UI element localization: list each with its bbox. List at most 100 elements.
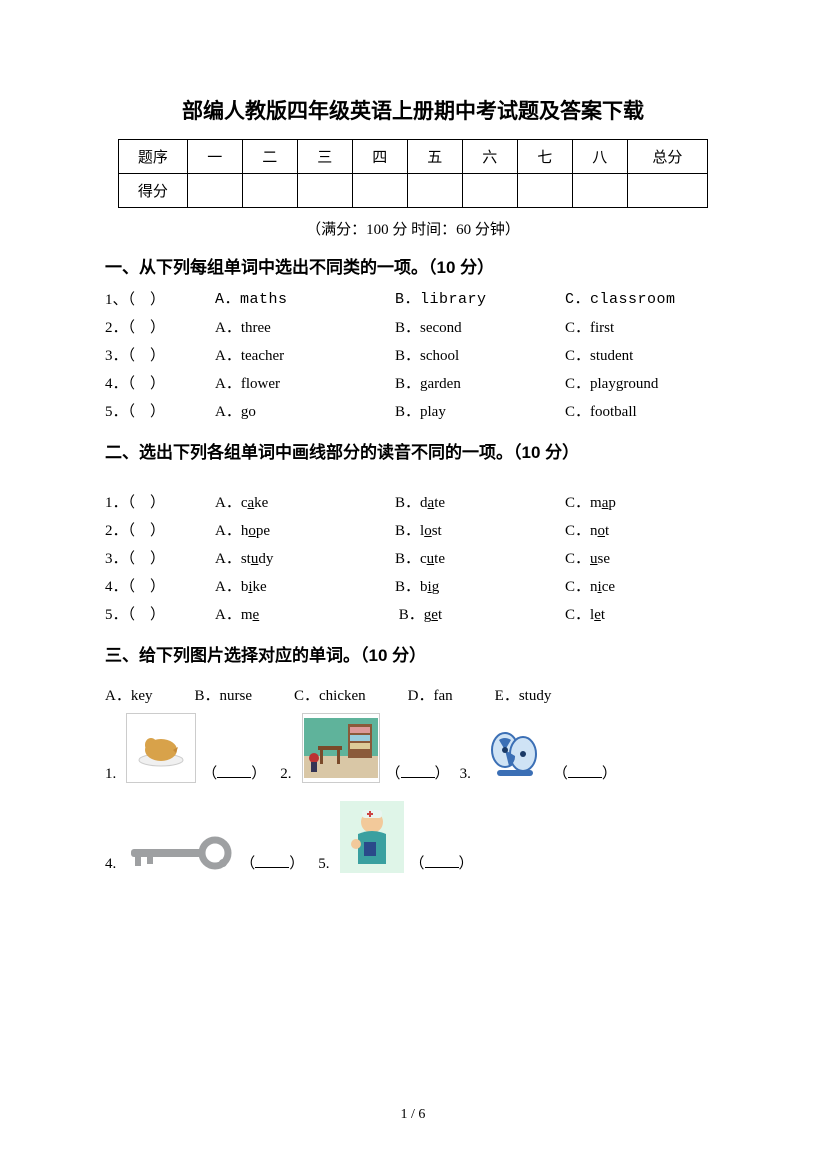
score-cell[interactable] xyxy=(187,174,242,208)
mcq-row: 3．（ ）A．studyB．cuteC．use xyxy=(105,545,721,573)
score-header-cell: 八 xyxy=(572,140,627,174)
mcq-row: 2．（ ）A．threeB．secondC．first xyxy=(105,314,721,342)
answer-blank[interactable]: （） xyxy=(386,762,450,783)
mcq-option-b: B．lost xyxy=(395,517,565,545)
mcq-number[interactable]: 4．（ ） xyxy=(105,370,215,398)
mcq-option-b: B．school xyxy=(395,342,565,370)
mcq-option-c: C．football xyxy=(565,398,721,426)
mcq-option-a: A．study xyxy=(215,545,395,573)
section-2-questions: 1．（ ）A．cakeB．dateC．map2．（ ）A．hopeB．lostC… xyxy=(105,489,721,629)
key-icon xyxy=(120,833,240,873)
picture-item-5: 5. （） xyxy=(318,801,473,873)
mcq-option-b: B．date xyxy=(395,489,565,517)
mcq-row: 3．（ ）A．teacherB．schoolC．student xyxy=(105,342,721,370)
mcq-option-b: B．get xyxy=(395,601,565,629)
mcq-number[interactable]: 3．（ ） xyxy=(105,545,215,573)
chicken-icon xyxy=(126,713,196,783)
mcq-option-c: C．let xyxy=(565,601,721,629)
score-row-label: 得分 xyxy=(119,174,188,208)
score-value-row: 得分 xyxy=(119,174,708,208)
score-header-cell: 三 xyxy=(297,140,352,174)
page-title: 部编人教版四年级英语上册期中考试题及答案下载 xyxy=(105,95,721,125)
picture-item-3: 3. （） xyxy=(460,723,617,783)
word-bank-item: A．key xyxy=(105,684,153,705)
score-cell[interactable] xyxy=(517,174,572,208)
mcq-option-c: C．not xyxy=(565,517,721,545)
picture-row-1: 1. （） 2. xyxy=(105,713,721,783)
mcq-option-c: C．use xyxy=(565,545,721,573)
picture-item-2: 2. （） xyxy=(280,713,449,783)
answer-blank[interactable]: （） xyxy=(202,762,266,783)
word-bank-item: D．fan xyxy=(408,684,453,705)
mcq-number[interactable]: 5．（ ） xyxy=(105,398,215,426)
answer-blank[interactable]: （） xyxy=(410,852,474,873)
score-header-cell: 六 xyxy=(462,140,517,174)
section-1-questions: 1、（ ）A．mathsB．libraryC．classroom2．（ ）A．t… xyxy=(105,286,721,426)
section-1-heading: 一、从下列每组单词中选出不同类的一项。（10 分） xyxy=(105,253,721,278)
score-header-cell: 总分 xyxy=(627,140,707,174)
fan-icon xyxy=(481,723,547,783)
mcq-number[interactable]: 2．（ ） xyxy=(105,517,215,545)
mcq-option-a: A．hope xyxy=(215,517,395,545)
picture-item-4: 4. （） xyxy=(105,833,304,873)
mcq-number[interactable]: 1、（ ） xyxy=(105,286,215,314)
nurse-icon xyxy=(340,801,404,873)
mcq-number[interactable]: 1．（ ） xyxy=(105,489,215,517)
mcq-option-a: A．go xyxy=(215,398,395,426)
study-room-icon xyxy=(302,713,380,783)
mcq-option-c: C．playground xyxy=(565,370,721,398)
word-bank-item: B．nurse xyxy=(195,684,253,705)
mcq-option-b: B．garden xyxy=(395,370,565,398)
word-bank: A．key B．nurse C．chicken D．fan E．study xyxy=(105,684,721,705)
score-cell[interactable] xyxy=(407,174,462,208)
score-cell[interactable] xyxy=(627,174,707,208)
score-header-cell: 四 xyxy=(352,140,407,174)
picture-number: 4. xyxy=(105,856,116,873)
mcq-option-b: B．cute xyxy=(395,545,565,573)
word-bank-item: E．study xyxy=(495,684,552,705)
mcq-option-c: C．student xyxy=(565,342,721,370)
picture-row-2: 4. （） 5. （） xyxy=(105,801,721,873)
mcq-option-c: C．map xyxy=(565,489,721,517)
score-cell[interactable] xyxy=(462,174,517,208)
score-cell[interactable] xyxy=(352,174,407,208)
score-header-cell: 七 xyxy=(517,140,572,174)
exam-meta: （满分：100 分 时间：60 分钟） xyxy=(105,218,721,239)
score-cell[interactable] xyxy=(297,174,352,208)
mcq-row: 1．（ ）A．cakeB．dateC．map xyxy=(105,489,721,517)
mcq-number[interactable]: 5．（ ） xyxy=(105,601,215,629)
score-header-cell: 一 xyxy=(187,140,242,174)
picture-number: 3. xyxy=(460,766,471,783)
answer-blank[interactable]: （） xyxy=(240,852,304,873)
score-cell[interactable] xyxy=(572,174,627,208)
section-2-heading: 二、选出下列各组单词中画线部分的读音不同的一项。（10 分） xyxy=(105,438,721,463)
mcq-row: 5．（ ）A．me B．getC．let xyxy=(105,601,721,629)
picture-number: 5. xyxy=(318,856,329,873)
mcq-option-a: A．bike xyxy=(215,573,395,601)
mcq-row: 4．（ ）A．flowerB．gardenC．playground xyxy=(105,370,721,398)
mcq-option-b: B．big xyxy=(395,573,565,601)
mcq-option-b: B．play xyxy=(395,398,565,426)
mcq-option-a: A．cake xyxy=(215,489,395,517)
section-3-heading: 三、给下列图片选择对应的单词。（10 分） xyxy=(105,641,721,666)
score-header-cell: 五 xyxy=(407,140,462,174)
page-footer: 1 / 6 xyxy=(0,1107,826,1123)
score-cell[interactable] xyxy=(242,174,297,208)
answer-blank[interactable]: （） xyxy=(553,762,617,783)
score-table: 题序 一 二 三 四 五 六 七 八 总分 得分 xyxy=(118,139,708,208)
mcq-option-a: A．me xyxy=(215,601,395,629)
mcq-option-c: C．classroom xyxy=(565,286,721,314)
mcq-number[interactable]: 3．（ ） xyxy=(105,342,215,370)
mcq-row: 4．（ ）A．bikeB．bigC．nice xyxy=(105,573,721,601)
score-header-row: 题序 一 二 三 四 五 六 七 八 总分 xyxy=(119,140,708,174)
mcq-row: 1、（ ）A．mathsB．libraryC．classroom xyxy=(105,286,721,314)
mcq-number[interactable]: 2．（ ） xyxy=(105,314,215,342)
mcq-option-c: C．first xyxy=(565,314,721,342)
mcq-option-a: A．teacher xyxy=(215,342,395,370)
mcq-option-a: A．maths xyxy=(215,286,395,314)
word-bank-item: C．chicken xyxy=(294,684,366,705)
mcq-option-a: A．flower xyxy=(215,370,395,398)
mcq-row: 2．（ ）A．hopeB．lostC．not xyxy=(105,517,721,545)
mcq-number[interactable]: 4．（ ） xyxy=(105,573,215,601)
picture-number: 1. xyxy=(105,766,116,783)
